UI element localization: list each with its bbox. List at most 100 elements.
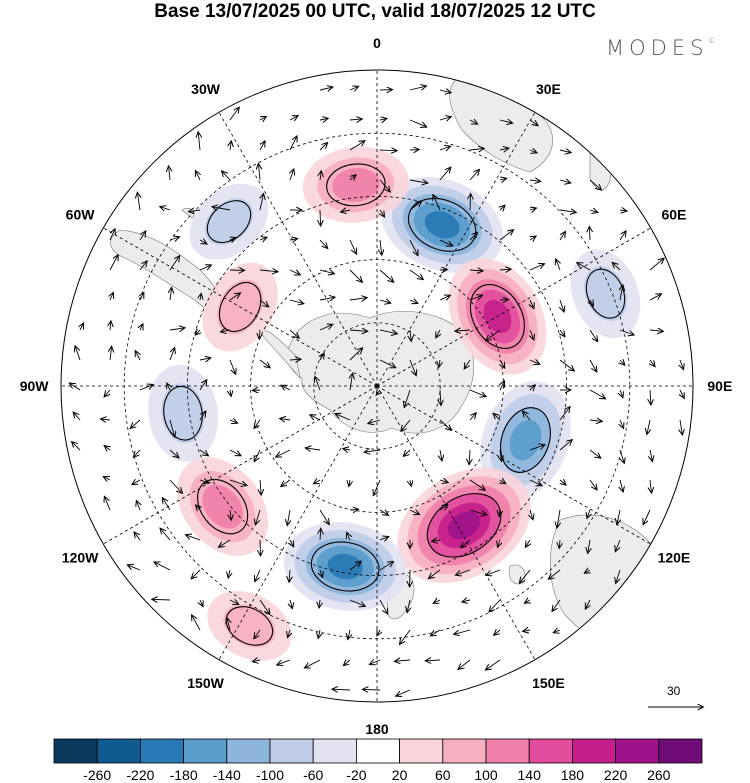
wind-arrow — [469, 389, 486, 396]
wind-arrow — [410, 329, 411, 341]
wind-arrow — [227, 618, 230, 631]
anomaly-contour — [584, 266, 627, 322]
wind-arrow — [350, 374, 352, 391]
wind-arrow — [139, 385, 153, 391]
meridian-line — [376, 98, 544, 387]
wind-arrow — [456, 569, 471, 575]
wind-arrow — [349, 86, 358, 90]
wind-arrow — [650, 359, 655, 366]
wind-arrow — [470, 194, 471, 211]
wind-arrow — [290, 169, 294, 181]
wind-arrow — [287, 509, 290, 525]
wind-arrow — [431, 629, 441, 636]
wind-arrow — [379, 150, 397, 151]
wind-arrow — [620, 285, 623, 301]
wind-arrow — [439, 168, 451, 181]
wind-arrow — [370, 660, 381, 664]
wind-arrow — [620, 389, 623, 397]
wind-arrow — [589, 479, 597, 490]
wind-arrow — [494, 630, 501, 635]
longitude-label: 30W — [191, 81, 221, 97]
wind-arrow — [377, 630, 380, 635]
wind-arrow — [229, 479, 247, 485]
wind-arrow — [110, 321, 111, 331]
anomaly-centre — [302, 146, 409, 223]
wind-arrow — [552, 599, 561, 611]
graticule — [61, 70, 693, 702]
wind-arrow — [230, 509, 231, 520]
wind-arrow — [289, 239, 297, 240]
wind-arrow — [104, 389, 111, 397]
wind-arrow — [254, 449, 261, 461]
wind-arrow — [110, 347, 112, 361]
wind-arrow — [350, 175, 356, 180]
wind-arrow — [140, 324, 143, 330]
wind-arrow — [260, 117, 266, 120]
wind-arrow — [529, 360, 539, 364]
wind-arrow — [139, 231, 146, 241]
wind-arrow — [320, 171, 321, 181]
wind-arrow — [135, 351, 140, 361]
wind-arrow — [589, 329, 597, 341]
wind-arrow — [520, 569, 531, 583]
wind-arrow — [75, 346, 81, 361]
wind-arrow — [230, 389, 231, 396]
wind-arrow — [409, 180, 427, 183]
wind-arrow — [529, 180, 540, 181]
wind-arrow — [560, 329, 565, 336]
wind-arrow — [619, 329, 634, 335]
wind-arrow — [409, 86, 426, 90]
wind-arrow — [680, 389, 684, 398]
wind-arrow — [486, 659, 501, 670]
wind-arrow — [73, 413, 81, 421]
wind-arrow — [319, 118, 328, 120]
wind-arrow — [254, 419, 261, 428]
meridian-line — [210, 98, 378, 387]
circulation-loop — [326, 163, 386, 207]
wind-arrow — [319, 509, 329, 524]
wind-arrow — [140, 293, 144, 301]
wind-arrow — [589, 179, 601, 190]
wind-arrow — [589, 210, 597, 212]
wind-arrow — [169, 348, 175, 361]
wind-arrow — [559, 407, 570, 421]
wind-arrow — [529, 119, 538, 125]
wind-arrow — [199, 240, 207, 244]
wind-arrow — [680, 419, 682, 435]
wind-arrow — [461, 539, 471, 548]
wind-arrow — [198, 132, 200, 151]
wind-arrow — [647, 419, 650, 434]
wind-arrow — [379, 119, 386, 120]
anomaly-contour — [509, 419, 542, 461]
wind-arrow — [489, 599, 501, 612]
reference-arrow-label: 30 — [667, 684, 681, 698]
wind-arrow — [554, 630, 561, 633]
wind-arrow — [498, 539, 500, 547]
wind-arrow — [577, 263, 591, 271]
wind-arrow — [439, 90, 451, 93]
wind-arrow — [615, 539, 621, 551]
wind-arrow — [192, 615, 201, 631]
anomaly-contour — [332, 168, 380, 202]
wind-arrow — [290, 599, 292, 608]
wind-arrow — [154, 562, 171, 571]
wind-arrow — [259, 270, 278, 272]
wind-arrow — [454, 629, 471, 634]
wind-arrow — [260, 479, 261, 495]
wind-arrow — [163, 498, 171, 511]
wind-arrow — [585, 570, 590, 573]
wind-arrow — [320, 353, 324, 361]
wind-arrow — [70, 383, 81, 391]
wind-arrow — [169, 419, 175, 437]
wind-arrow — [199, 358, 210, 360]
latitude-circle — [186, 195, 568, 577]
wind-arrow — [259, 359, 270, 367]
page-title: Base 13/07/2025 00 UTC, valid 18/07/2025… — [154, 1, 596, 22]
wind-arrow — [320, 529, 321, 541]
wind-arrow — [523, 630, 531, 631]
wind-arrow — [499, 148, 508, 150]
wind-arrow — [290, 539, 293, 547]
wind-arrow — [469, 479, 485, 490]
meridian-line — [376, 385, 544, 674]
wind-arrow — [529, 264, 544, 271]
